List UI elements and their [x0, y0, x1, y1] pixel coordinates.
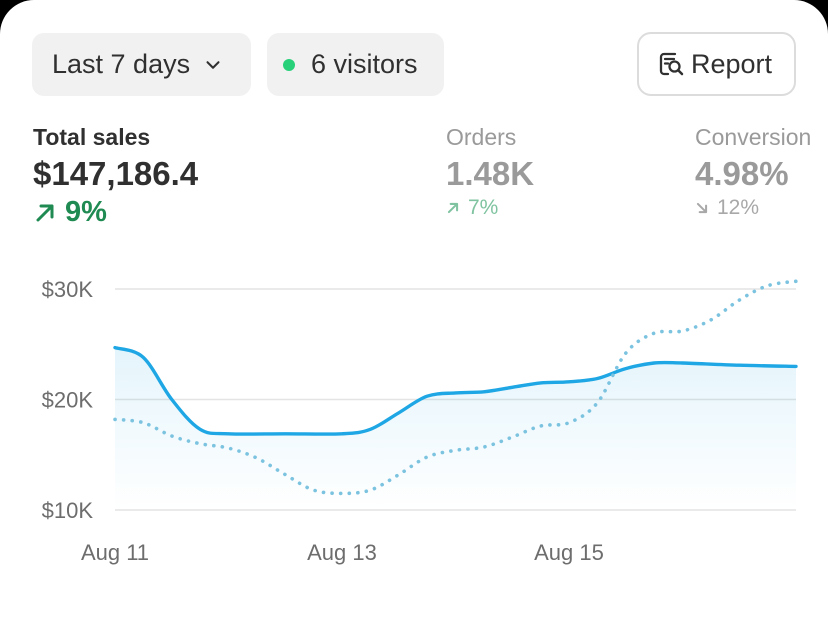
visitors-label: 6 visitors [311, 49, 418, 79]
total-sales-delta: 9% [33, 196, 198, 229]
date-range-dropdown[interactable]: Last 7 days [32, 33, 251, 96]
series-area-0 [115, 347, 796, 510]
conversion-value: 4.98% [695, 155, 789, 192]
live-status-dot [283, 58, 295, 71]
x-tick-label: Aug 15 [534, 540, 604, 565]
date-range-label: Last 7 days [52, 49, 191, 79]
total-sales-value: $147,186.4 [33, 155, 199, 192]
orders-delta: 7% [446, 196, 534, 220]
y-tick-label: $20K [42, 388, 94, 413]
conversion-delta-value: 12% [717, 196, 760, 219]
x-tick-label: Aug 13 [307, 540, 377, 565]
current-series-line [113, 345, 798, 436]
orders-label: Orders [446, 124, 517, 150]
total-sales-label: Total sales [33, 124, 151, 150]
conversion-delta: 12% [695, 196, 811, 220]
y-tick-label: $10K [42, 498, 94, 523]
orders-delta-value: 7% [468, 196, 499, 219]
visitors-filter[interactable]: 6 visitors [267, 33, 444, 96]
orders-metric[interactable]: Orders 1.48K 7% [446, 122, 534, 220]
arrow-up-right-icon [36, 204, 54, 221]
conversion-label: Conversion [695, 124, 812, 150]
report-button-label: Report [691, 48, 773, 79]
x-tick-label: Aug 11 [81, 540, 149, 565]
y-tick-label: $30K [42, 277, 94, 302]
arrow-down-right-icon [696, 202, 708, 214]
conversion-metric[interactable]: Conversion 4.98% 12% [695, 122, 811, 220]
total-sales-metric[interactable]: Total sales $147,186.4 9% [33, 122, 198, 229]
report-search-icon [659, 52, 684, 76]
report-button[interactable]: Report [637, 32, 796, 96]
total-sales-delta-value: 9% [65, 196, 107, 228]
chevron-down-icon [206, 60, 220, 69]
sales-line-chart: $30K $20K $10K Aug 11 Aug 13 Aug 15 [42, 277, 798, 565]
orders-value: 1.48K [446, 155, 535, 192]
arrow-up-right-icon [447, 202, 459, 214]
